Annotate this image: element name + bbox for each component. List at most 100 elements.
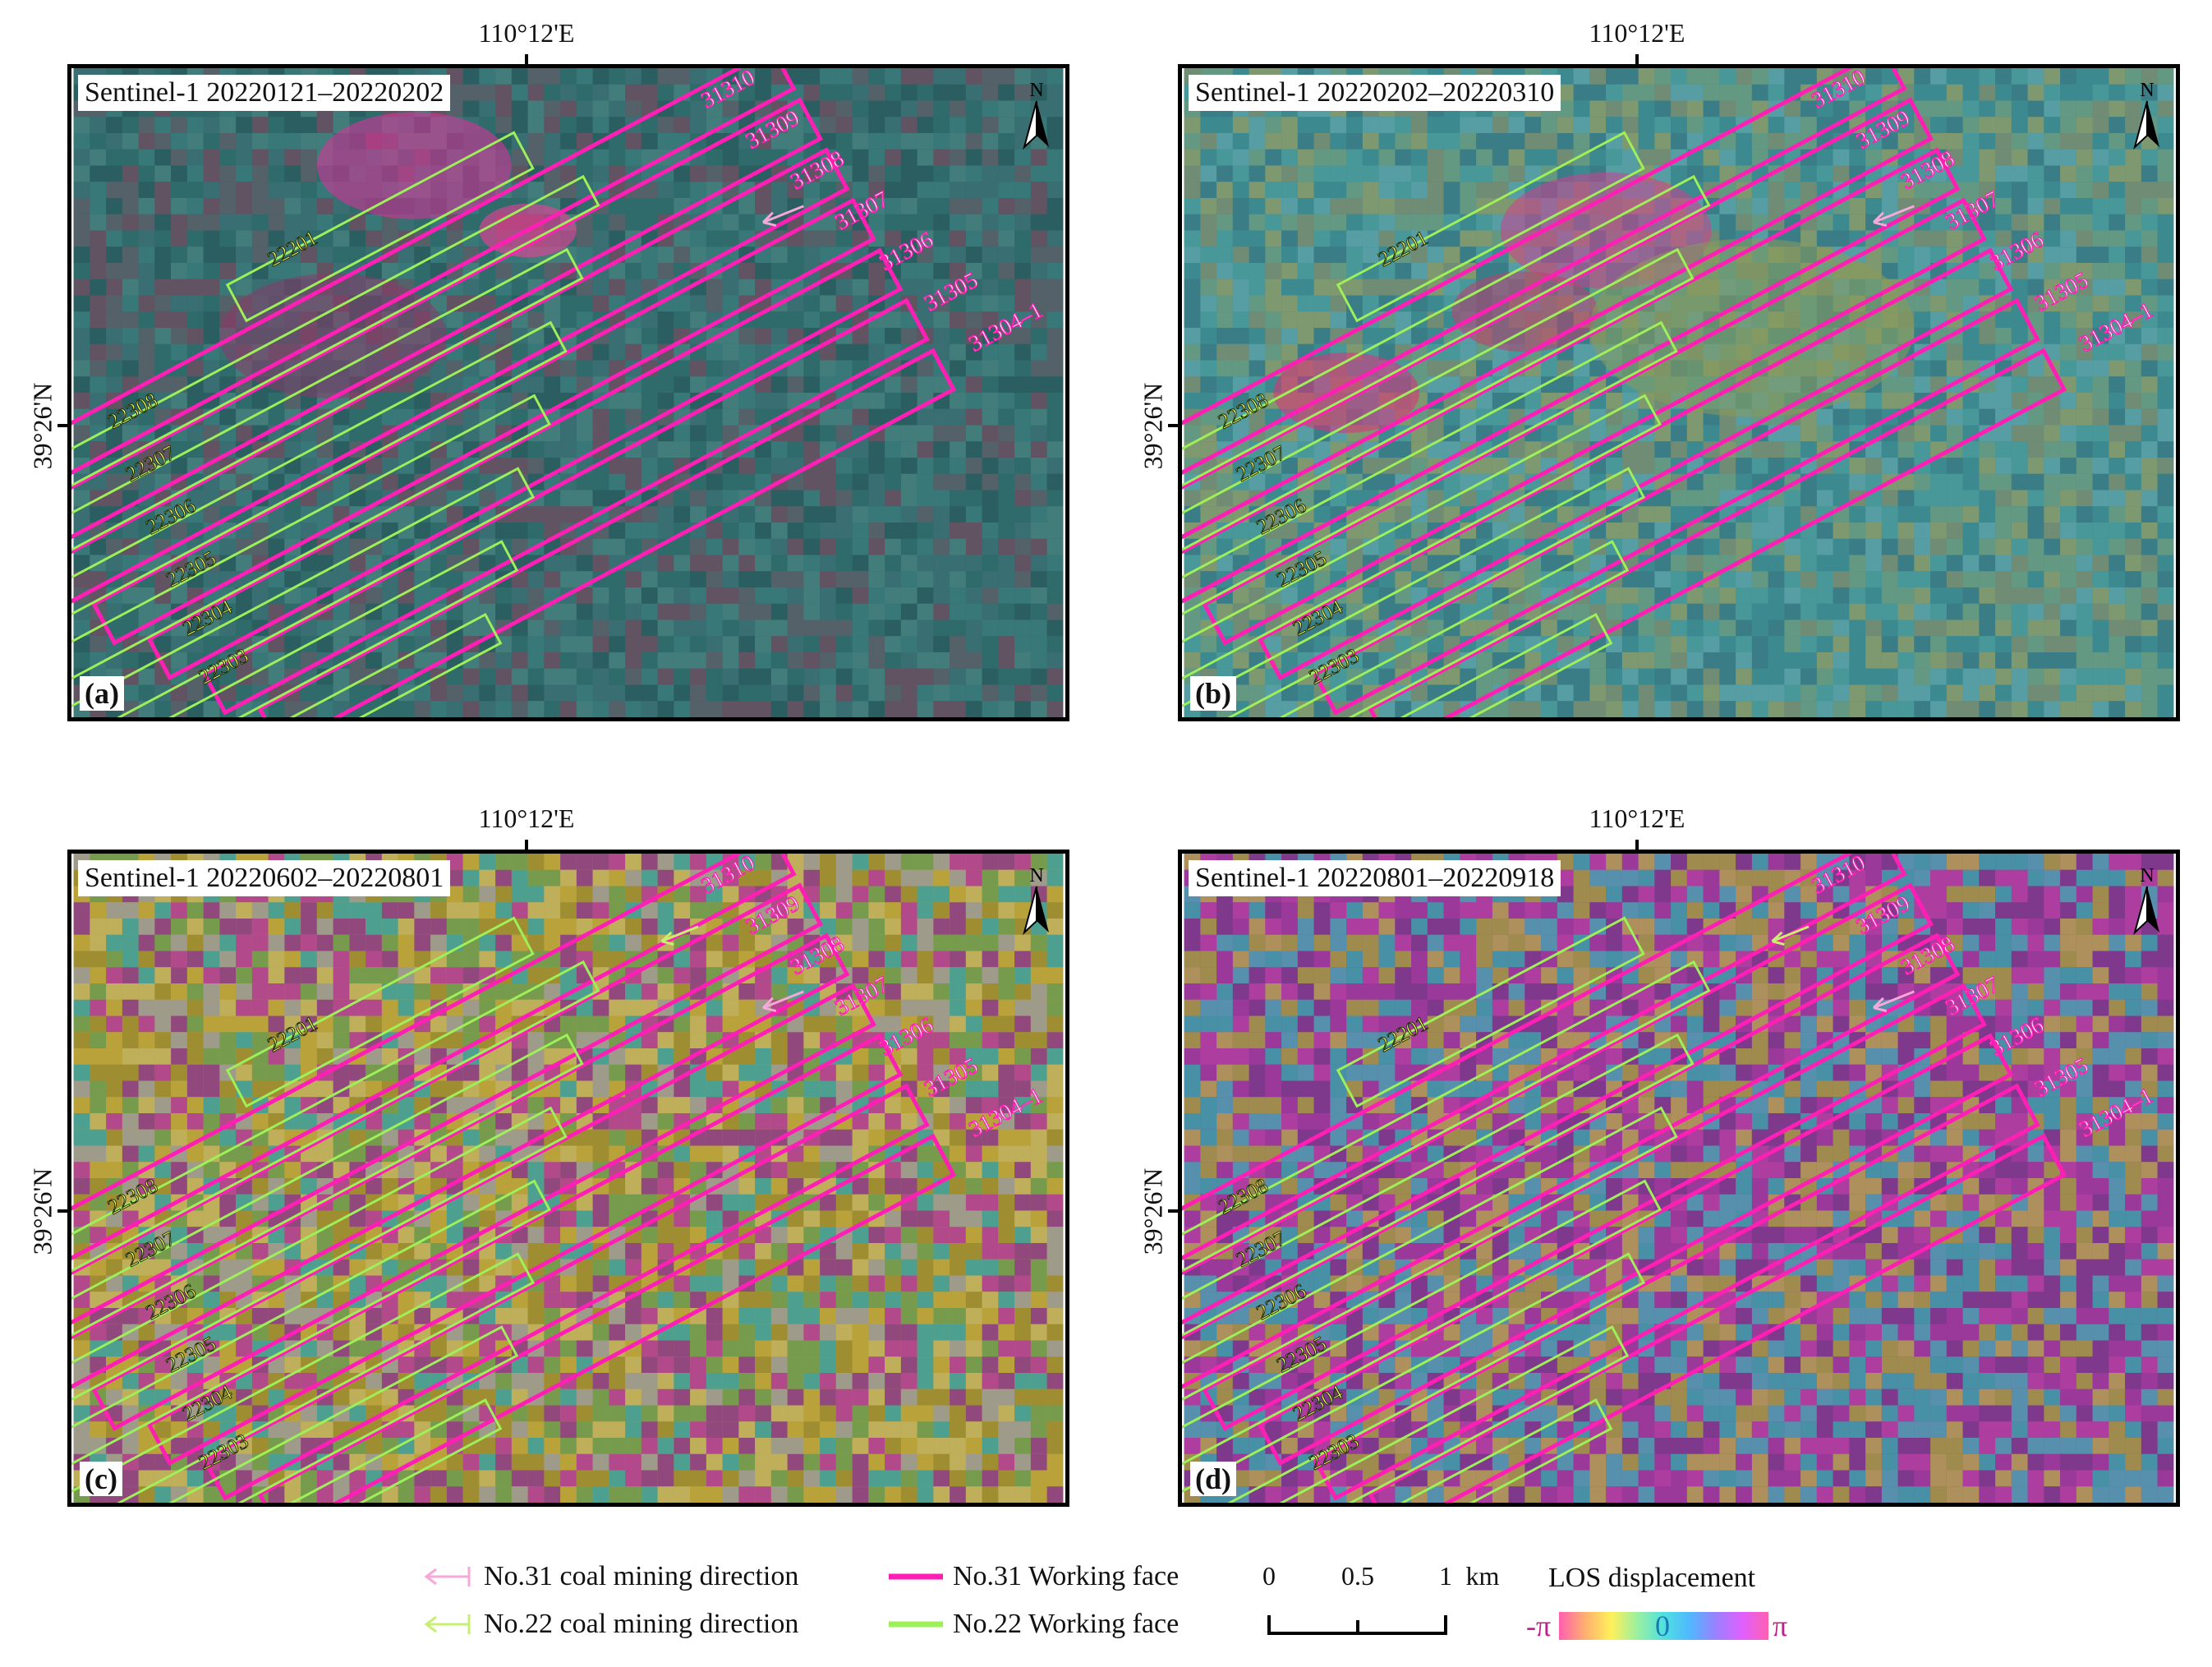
insar-pixel [2060, 587, 2076, 604]
insar-pixel [122, 684, 139, 702]
insar-pixel [1589, 149, 1607, 166]
insar-pixel [820, 571, 836, 587]
insar-pixel [1046, 587, 1064, 604]
insar-pixel [1557, 100, 1574, 117]
insar-pixel [1751, 441, 1768, 458]
insar-pixel [722, 149, 739, 166]
insar-pixel [852, 701, 869, 717]
insar-pixel [1346, 133, 1363, 150]
insar-pixel [2157, 133, 2174, 150]
insar-pixel [2060, 263, 2076, 279]
insar-pixel [1589, 684, 1607, 702]
insar-pixel [641, 458, 658, 474]
insar-pixel [1800, 603, 1817, 620]
insar-pixel [820, 636, 836, 652]
insar-pixel [1979, 587, 1996, 604]
insar-pixel [1849, 523, 1866, 539]
insar-pixel [1492, 165, 1509, 182]
insar-pixel [1946, 279, 1963, 296]
insar-pixel [1411, 555, 1428, 572]
insar-pixel [1784, 506, 1801, 523]
insar-pixel [1962, 538, 1980, 555]
insar-pixel [2125, 555, 2141, 572]
insar-pixel [1249, 133, 1266, 150]
insar-pixel [690, 668, 706, 685]
insar-pixel [1216, 328, 1233, 344]
insar-pixel [186, 149, 204, 166]
insar-pixel [203, 230, 220, 247]
insar-pixel [835, 68, 853, 85]
insar-pixel [73, 246, 90, 263]
insar-pixel [1995, 538, 2012, 555]
insar-pixel [1184, 490, 1201, 507]
insar-pixel [1865, 506, 1882, 523]
insar-pixel [560, 360, 577, 377]
insar-pixel [998, 538, 1015, 555]
insar-pixel [852, 84, 869, 101]
insar-pixel [1816, 555, 1833, 572]
insar-pixel [106, 182, 122, 198]
insar-pixel [885, 376, 901, 393]
insar-pixel [787, 506, 804, 523]
insar-pixel [1362, 246, 1379, 263]
insar-pixel [106, 165, 122, 182]
insar-pixel [2092, 360, 2109, 377]
insar-pixel [2109, 117, 2126, 133]
insar-pixel [1460, 408, 1477, 426]
insar-pixel [2157, 328, 2174, 344]
insar-pixel [1216, 198, 1233, 214]
insar-pixel [2044, 652, 2061, 669]
insar-pixel [1395, 214, 1412, 231]
insar-pixel [1671, 636, 1687, 652]
north-label: N [1029, 80, 1043, 101]
insar-pixel [446, 100, 463, 117]
insar-pixel [803, 636, 821, 652]
insar-pixel [1784, 619, 1801, 637]
insar-pixel [1557, 668, 1574, 685]
insar-pixel [1184, 165, 1201, 182]
insar-pixel [1046, 425, 1064, 442]
insar-pixel [868, 149, 885, 166]
insar-pixel [982, 393, 999, 409]
insar-pixel [446, 441, 463, 458]
insar-pixel [1265, 246, 1282, 263]
insar-pixel [1979, 263, 1996, 279]
insar-pixel [1979, 328, 1996, 344]
insar-pixel [657, 668, 674, 685]
insar-pixel [2092, 393, 2109, 409]
insar-pixel [1606, 652, 1622, 669]
insar-pixel [770, 328, 788, 344]
insar-pixel [1281, 230, 1298, 247]
insar-pixel [73, 360, 90, 377]
insar-pixel [852, 117, 869, 133]
insar-pixel [852, 182, 869, 198]
insar-pixel [706, 555, 723, 572]
insar-pixel [755, 652, 771, 669]
insar-pixel [982, 133, 999, 150]
insar-pixel [1330, 668, 1347, 685]
insar-pixel [2044, 701, 2061, 717]
insar-pixel [203, 214, 220, 231]
insar-pixel [495, 523, 512, 539]
insar-pixel [1427, 263, 1444, 279]
insar-pixel [73, 425, 90, 442]
insar-pixel [1232, 328, 1249, 344]
insar-pixel [576, 619, 593, 637]
insar-pixel [1014, 490, 1031, 507]
insar-pixel [1751, 68, 1768, 85]
insar-pixel [1719, 603, 1736, 620]
insar-pixel [625, 523, 642, 539]
insar-pixel [2027, 603, 2044, 620]
insar-pixel [1784, 538, 1801, 555]
insar-pixel [1962, 100, 1980, 117]
insar-pixel [998, 84, 1015, 101]
insar-pixel [1030, 668, 1047, 685]
insar-pixel [1930, 636, 1947, 652]
insar-pixel [90, 652, 107, 669]
insar-pixel [2044, 506, 2061, 523]
insar-pixel [657, 246, 674, 263]
insar-pixel [186, 165, 204, 182]
insar-pixel [1897, 473, 1915, 490]
insar-pixel [1995, 473, 2012, 490]
insar-pixel [511, 652, 528, 669]
